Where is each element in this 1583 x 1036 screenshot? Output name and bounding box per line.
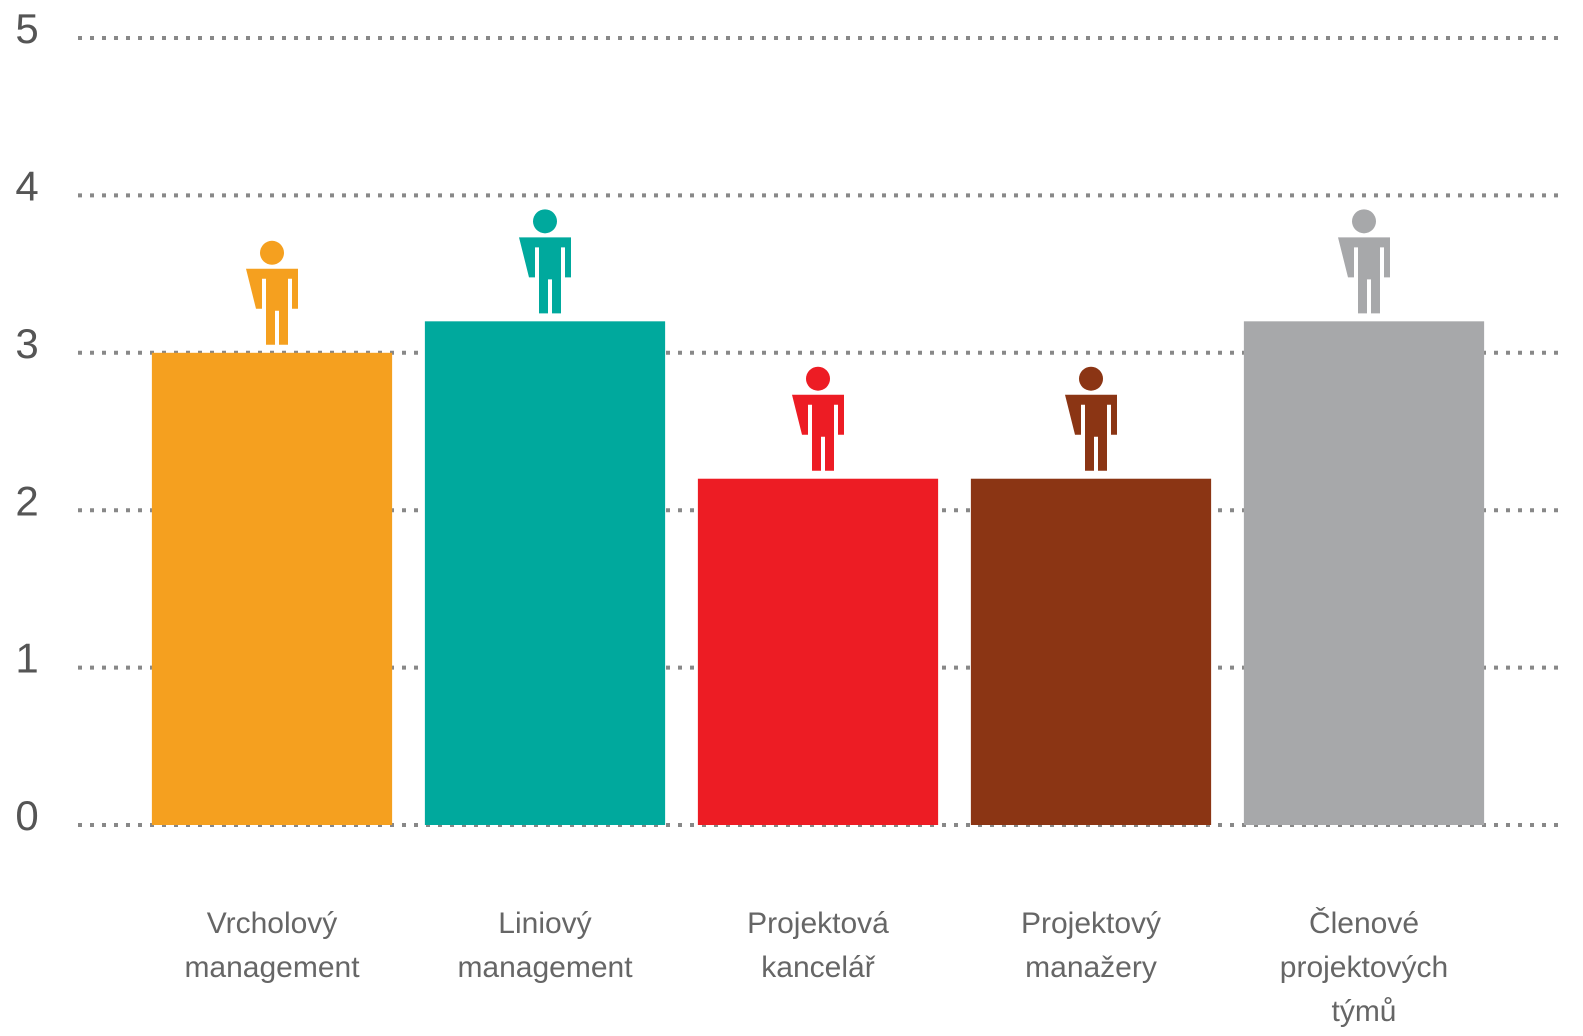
bar [697, 478, 939, 825]
label-line: Projektový [1021, 907, 1161, 940]
label-line: management [457, 951, 633, 984]
label-line: management [184, 951, 360, 984]
y-tick-label: 1 [15, 635, 38, 682]
person-head [1079, 366, 1103, 391]
person-icon [792, 366, 844, 471]
person-icon [1338, 209, 1390, 314]
bar [970, 478, 1212, 825]
y-tick-label: 0 [15, 792, 38, 839]
person-body [1338, 237, 1390, 314]
person-head [260, 240, 284, 265]
y-tick-label: 4 [15, 162, 38, 209]
y-tick-label: 5 [15, 5, 38, 52]
label-line: Členové [1309, 906, 1419, 940]
label-line: Projektová [747, 907, 889, 940]
person-head [1352, 209, 1376, 234]
person-body [519, 237, 571, 314]
person-icon [519, 209, 571, 314]
label-line: manažery [1025, 951, 1157, 984]
label-line: Vrcholový [207, 907, 338, 940]
person-body [246, 268, 298, 345]
label-line: kancelář [761, 951, 875, 984]
y-tick-label: 2 [15, 477, 38, 524]
person-body [1065, 394, 1117, 471]
x-tick-label: Projektový manažery [1021, 907, 1161, 984]
person-icon [246, 240, 298, 345]
bar [151, 352, 393, 825]
x-tick-label: Členové projektových týmů [1280, 906, 1448, 1028]
y-tick-label: 3 [15, 320, 38, 367]
person-icon [1065, 366, 1117, 471]
label-line: Liniový [498, 907, 591, 940]
x-tick-label: Liniový management [457, 907, 633, 984]
person-head [533, 209, 557, 234]
label-line: projektových [1280, 951, 1448, 984]
person-body [792, 394, 844, 471]
label-line: týmů [1331, 995, 1396, 1028]
x-tick-label: Vrcholový management [184, 907, 360, 984]
person-head [806, 366, 830, 391]
bar [424, 321, 666, 825]
x-tick-label: Projektová kancelář [747, 907, 889, 984]
bar [1243, 321, 1485, 825]
